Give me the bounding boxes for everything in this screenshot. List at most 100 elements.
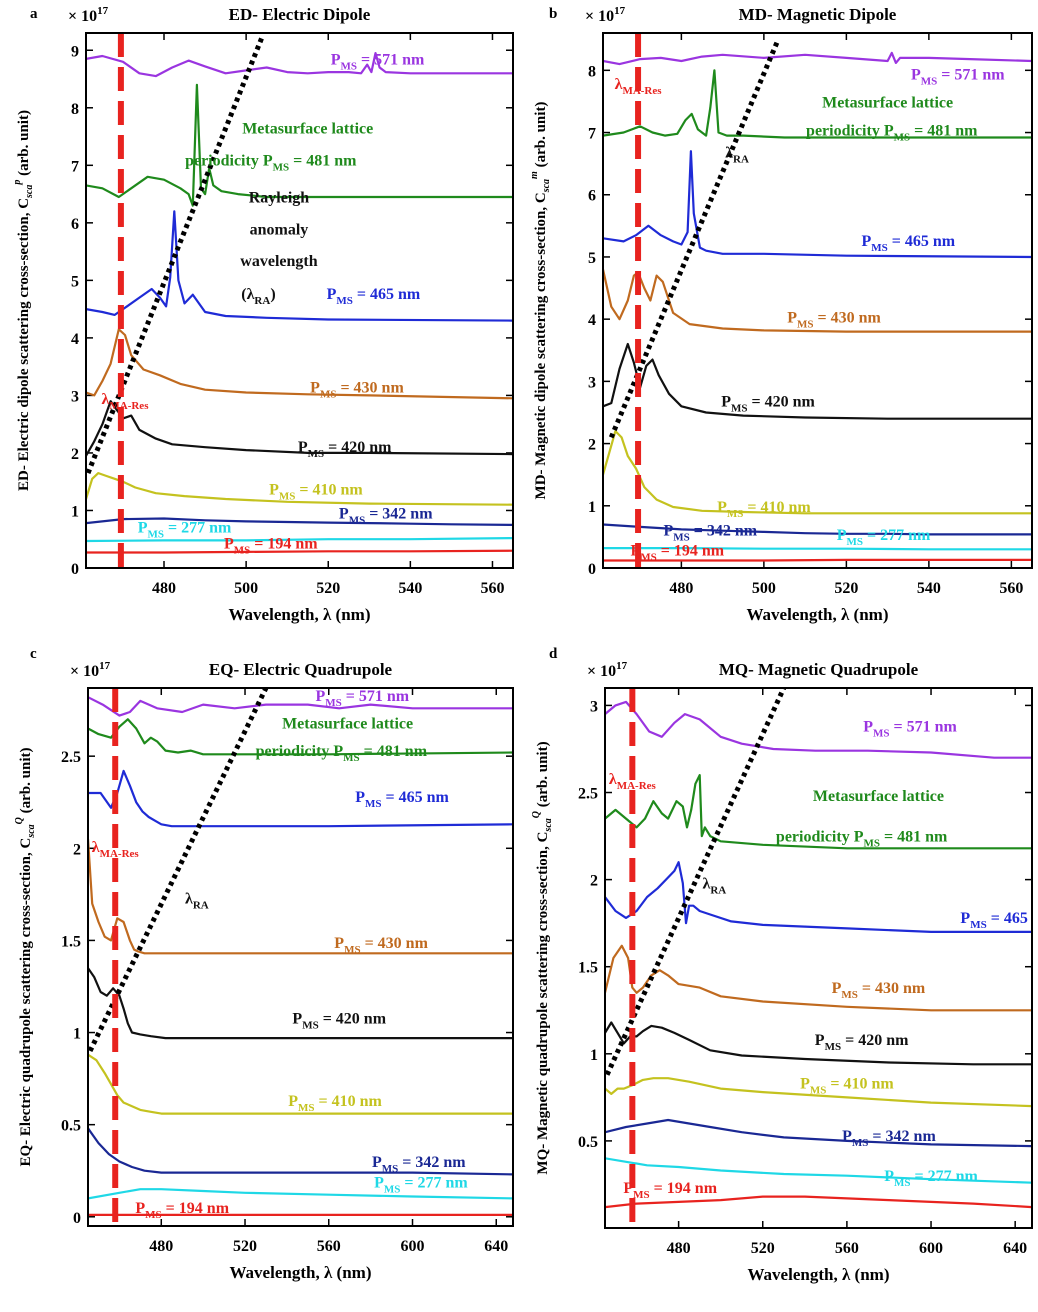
ylabel-superscript: Q <box>14 817 25 824</box>
series-label: PMS = 410 nm <box>717 499 811 520</box>
series-label-subscript: MS <box>970 919 987 931</box>
series-line <box>86 210 513 322</box>
y-tick-label: 0 <box>588 561 596 578</box>
series-label-subscript: MS <box>871 242 888 254</box>
series-label: periodicity PMS = 481 nm <box>185 152 357 173</box>
exponent-power: 17 <box>97 5 109 17</box>
series-label-subscript: MS <box>894 132 911 144</box>
series-label-name: P <box>911 67 921 84</box>
series-label-name: P <box>663 523 673 540</box>
series-label-name: P <box>374 1174 384 1191</box>
series-label-name: P <box>327 286 337 303</box>
y-tick-label: 0.5 <box>61 1118 81 1135</box>
series-label-name: P <box>339 506 349 523</box>
series-line <box>605 1118 1032 1148</box>
series-label-subscript: MS <box>727 508 744 520</box>
ylabel-suffix: (arb. unit) <box>533 102 549 172</box>
series-label-subscript: MS <box>731 402 748 414</box>
y-tick-label: 3 <box>588 374 596 391</box>
y-tick-label: 8 <box>71 101 79 118</box>
series-line <box>603 523 1032 536</box>
x-tick-label: 540 <box>917 580 941 597</box>
annotation-subscript: MA-Res <box>622 85 662 97</box>
y-tick-label: 9 <box>71 43 79 60</box>
series-line <box>603 342 1032 420</box>
series-label-subscript: MS <box>344 944 361 956</box>
x-tick-label: 640 <box>484 1238 508 1255</box>
y-tick-label: 2 <box>71 446 79 463</box>
annotation: Metasurface lattice <box>813 788 944 805</box>
series-line <box>603 269 1032 333</box>
series-line <box>605 944 1032 1012</box>
series-label: periodicity PMS = 481 nm <box>806 123 978 144</box>
series-label-subscript: MS <box>797 318 814 330</box>
y-tick-label: 3 <box>590 698 598 715</box>
y-tick-label: 2 <box>590 873 598 890</box>
series-group <box>88 688 513 1226</box>
x-tick-label: 560 <box>999 580 1023 597</box>
series-label-name: P <box>224 535 234 552</box>
chart-svg-d: d MQ- Magnetic Quadrupole × 1017 MQ- Magnet… <box>531 646 1033 1284</box>
annotation: λRA <box>703 875 727 896</box>
series-label: PMS = 342 nm <box>842 1128 936 1149</box>
series-line <box>88 1127 513 1176</box>
series-label: PMS = 277 nm <box>374 1174 468 1195</box>
series-label-name: P <box>721 393 731 410</box>
series-label-subscript: MS <box>234 544 251 556</box>
series-label-subscript: MS <box>340 61 357 73</box>
x-tick-label: 520 <box>233 1238 257 1255</box>
series-label-subscript: MS <box>320 389 337 401</box>
series-label-subscript: MS <box>825 1041 842 1053</box>
y-tick-label: 1.5 <box>61 933 81 950</box>
chart-title: ED- Electric Dipole <box>229 5 371 24</box>
series-label: PMS = 430 nm <box>787 309 881 330</box>
annotation: λRA <box>185 891 209 912</box>
axis-exponent: × 1017 <box>70 660 111 680</box>
y-axis-label: EQ- Electric quadrupole scattering cross… <box>14 747 37 1166</box>
series-label-name: P <box>292 1010 302 1027</box>
series-label: PMS = 465 nm <box>327 286 421 307</box>
series-label-value: = 277 nm <box>911 1168 979 1185</box>
annotation-tail: ) <box>270 286 275 303</box>
y-axis-label: ED- Electric dipole scattering cross-sec… <box>12 110 35 491</box>
series-label-value: = 194 nm <box>657 543 725 560</box>
series-label-subscript: MS <box>673 532 690 544</box>
series-line <box>88 769 513 828</box>
annotation-text: wavelength <box>240 253 317 270</box>
series-label: periodicity PMS = 481 nm <box>776 828 948 849</box>
ylabel-subscript: sca <box>543 818 554 832</box>
x-axis-label: Wavelength, λ (nm) <box>229 605 371 624</box>
series-line <box>605 861 1032 933</box>
panel-letter: a <box>30 6 38 22</box>
annotation-text: Metasurface lattice <box>822 95 953 112</box>
y-tick-label: 5 <box>71 273 79 290</box>
series-label-value: = 342 nm <box>365 506 433 523</box>
series-label-name: P <box>288 1093 298 1110</box>
series-label-subscript: MS <box>921 76 938 88</box>
series-label-value: = 430 nm <box>361 935 429 952</box>
x-tick-label: 540 <box>398 580 422 597</box>
series-label-name: P <box>884 123 894 140</box>
series-label-name: P <box>861 233 871 250</box>
exponent-base: × 10 <box>587 663 616 680</box>
annotation: Metasurface lattice <box>282 716 413 733</box>
series-line <box>86 549 513 554</box>
panel-b: b MD- Magnetic Dipole × 1017 MD- Magnetic d… <box>519 0 1038 640</box>
series-label-subscript: MS <box>852 1137 869 1149</box>
exponent-power: 17 <box>99 660 111 672</box>
series-label-name: P <box>717 499 727 516</box>
series-line <box>605 1157 1032 1184</box>
series-label: PMS = 465 nm <box>355 789 449 810</box>
series-line <box>86 83 513 207</box>
series-label-value: = 410 nm <box>826 1076 894 1093</box>
series-label-name: P <box>298 439 308 456</box>
series-label-subscript: MS <box>302 1019 319 1031</box>
series-label-value: = 420 nm <box>319 1010 387 1027</box>
annotation-text: Metasurface lattice <box>242 121 373 138</box>
series-group <box>605 688 1032 1228</box>
series-label-subscript: MS <box>273 161 290 173</box>
annotation-text: λ <box>102 391 110 408</box>
series-label-value: = 410 nm <box>295 481 363 498</box>
ylabel-subscript: sca <box>541 179 552 193</box>
annotation: Metasurface lattice <box>242 121 373 138</box>
